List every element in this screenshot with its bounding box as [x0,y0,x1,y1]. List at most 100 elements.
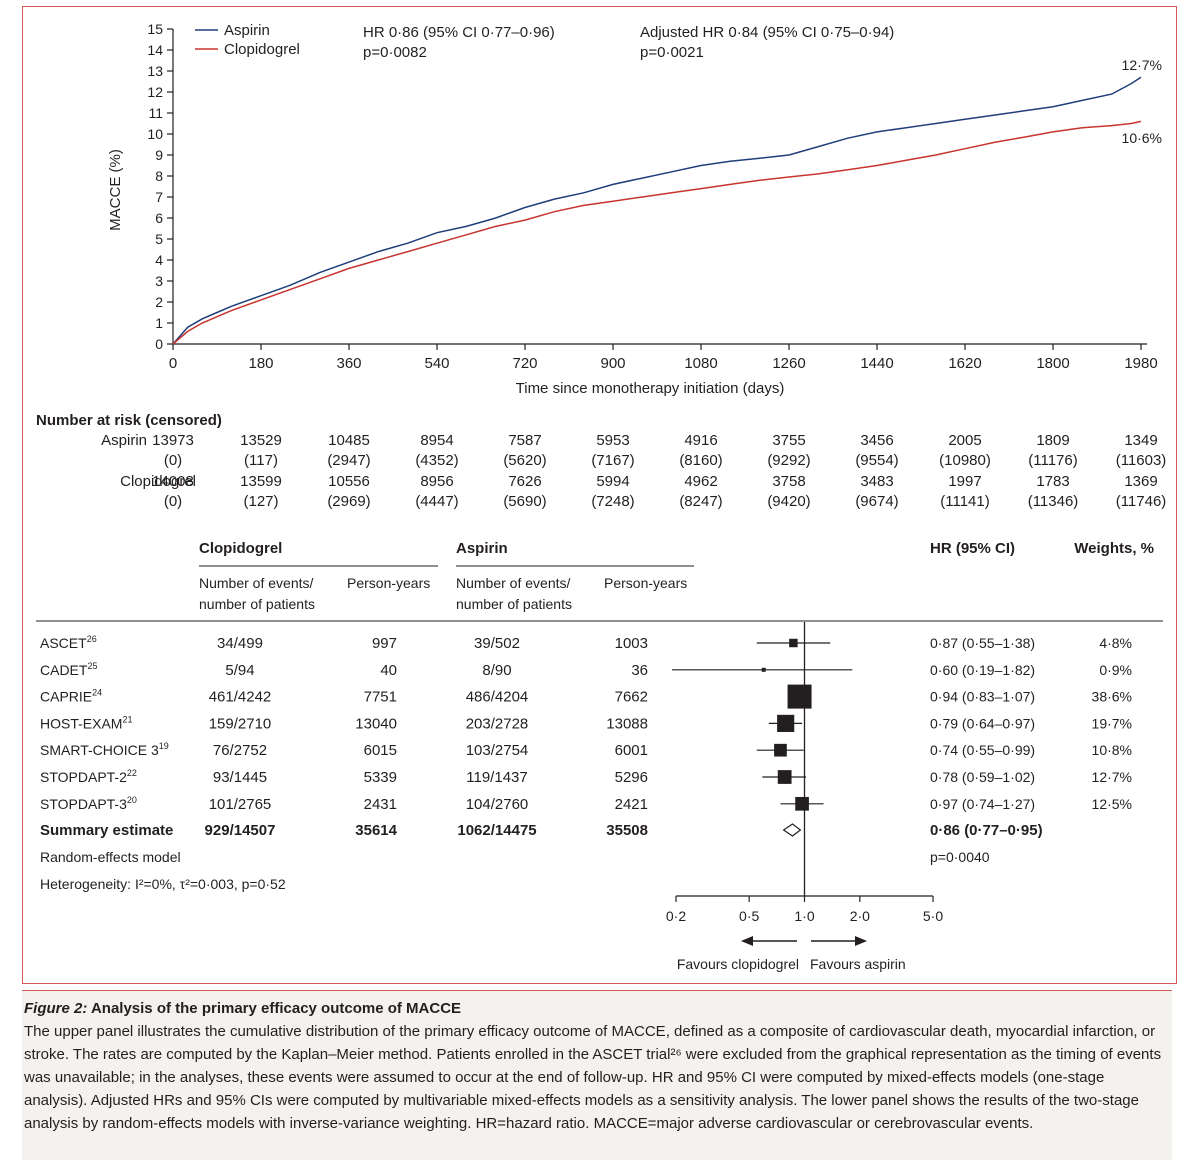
km-x-tick-label: 1980 [1124,355,1157,372]
study-asp-events: 104/2760 [466,796,529,813]
risk-count-aspirin: 1349 [1124,432,1157,449]
km-y-tick-label: 8 [155,168,163,184]
study-asp-events: 39/502 [474,635,520,652]
forest-header-clopidogrel: Clopidogrel [199,540,282,557]
km-y-tick-label: 1 [155,315,163,331]
study-clop-events: 159/2710 [209,715,272,732]
study-asp-events: 486/4204 [466,689,529,706]
risk-count-clopidogrel: 1997 [948,473,981,490]
study-ref: 22 [127,768,137,778]
risk-censored-clopidogrel: (2969) [327,493,370,510]
km-x-tick-label: 360 [336,355,361,372]
km-x-tick-label: 1080 [684,355,717,372]
risk-count-clopidogrel: 5994 [596,473,629,490]
km-y-tick-label: 14 [147,42,163,58]
hr-text: HR 0·86 (95% CI 0·77–0·96) [363,24,555,41]
risk-count-aspirin: 3755 [772,432,805,449]
study-clop-events: 101/2765 [209,796,272,813]
km-y-tick-label: 10 [147,126,163,142]
study-weight: 38·6% [1092,689,1132,705]
km-x-tick-label: 0 [169,355,177,372]
study-asp-events: 203/2728 [466,715,529,732]
risk-censored-clopidogrel: (11746) [1116,493,1167,510]
study-weight: 0·9% [1099,662,1132,678]
risk-count-aspirin: 2005 [948,432,981,449]
number-at-risk-table: Number at risk (censored) Aspirin Clopid… [36,412,1166,510]
study-clop-py: 5339 [364,769,397,786]
study-hr-text: 0·60 (0·19–1·82) [930,662,1035,678]
study-hr-text: 0·87 (0·55–1·38) [930,635,1035,651]
risk-count-aspirin: 1809 [1036,432,1069,449]
model-label: Random-effects model [40,849,181,865]
risk-count-clopidogrel: 7626 [508,473,541,490]
hr-p-text: p=0·0082 [363,44,427,61]
km-x-tick-label: 1260 [772,355,805,372]
favours-right-arrow-icon [855,936,867,946]
study-clop-events: 5/94 [225,662,254,679]
clop-py-header: Person-years [347,575,430,591]
adjusted-p-text: p=0·0021 [640,44,704,61]
caption-title-text: Analysis of the primary efficacy outcome… [87,1000,462,1017]
aspirin-end-label: 12·7% [1122,57,1162,73]
risk-count-clopidogrel: 4962 [684,473,717,490]
heterogeneity-label: Heterogeneity: I²=0%, τ²=0·003, p=0·52 [40,876,286,892]
risk-censored-aspirin: (5620) [503,452,546,469]
study-asp-events: 119/1437 [466,769,527,786]
study-asp-py: 7662 [615,689,648,706]
study-clop-events: 461/4242 [209,689,272,706]
km-y-tick-label: 7 [155,189,163,205]
risk-censored-clopidogrel: (8247) [679,493,722,510]
clopidogrel-end-label: 10·6% [1122,130,1162,146]
study-clop-py: 2431 [364,796,397,813]
study-clop-py: 997 [372,635,397,652]
study-hr-text: 0·97 (0·74–1·27) [930,796,1035,812]
caption-body: The upper panel illustrates the cumulati… [24,1023,1162,1132]
forest-x-tick-label: 1·0 [794,908,814,924]
study-weight: 10·8% [1092,742,1132,758]
study-clop-py: 6015 [364,742,397,759]
risk-count-clopidogrel: 8956 [420,473,453,490]
favours-clopidogrel-label: Favours clopidogrel [677,956,799,972]
risk-censored-aspirin: (4352) [415,452,458,469]
study-hr-text: 0·79 (0·64–0·97) [930,715,1035,731]
km-x-tick-label: 720 [512,355,537,372]
forest-header-aspirin: Aspirin [456,540,508,557]
risk-count-clopidogrel: 10556 [328,473,370,490]
study-asp-events: 8/90 [482,662,511,679]
forest-header-weights: Weights, % [1074,540,1154,557]
favours-aspirin-label: Favours aspirin [810,956,906,972]
study-clop-py: 13040 [355,715,397,732]
risk-censored-aspirin: (7167) [591,452,634,469]
caption-figure-label: Figure 2: [24,1000,88,1017]
risk-censored-aspirin: (0) [164,452,182,469]
summary-asp-events: 1062/14475 [457,822,536,839]
study-clop-events: 76/2752 [213,742,267,759]
km-y-tick-label: 5 [155,231,163,247]
study-name: STOPDAPT-222 [40,768,137,785]
study-hr-text: 0·78 (0·59–1·02) [930,769,1035,785]
forest-x-tick-label: 2·0 [850,908,870,924]
km-x-label: Time since monotherapy initiation (days) [516,380,785,397]
study-point-box [789,638,798,648]
km-y-tick-label: 4 [155,252,163,268]
study-point-box [761,667,766,672]
study-hr-text: 0·94 (0·83–1·07) [930,689,1035,705]
risk-count-clopidogrel: 13599 [240,473,282,490]
risk-count-clopidogrel: 1783 [1036,473,1069,490]
study-point-box [795,796,809,811]
study-name: HOST-EXAM21 [40,714,132,731]
study-clop-events: 93/1445 [213,769,267,786]
study-clop-events: 34/499 [217,635,263,652]
study-name: CAPRIE24 [40,688,102,705]
forest-x-tick-label: 5·0 [923,908,943,924]
summary-asp-py: 35508 [606,822,648,839]
risk-count-clopidogrel: 14008 [152,473,194,490]
km-x-tick-label: 900 [600,355,625,372]
legend-aspirin-label: Aspirin [224,22,270,39]
risk-censored-clopidogrel: (9420) [767,493,810,510]
km-y-tick-label: 15 [147,21,163,37]
risk-count-aspirin: 8954 [420,432,453,449]
study-name: CADET25 [40,661,97,678]
risk-count-clopidogrel: 3483 [860,473,893,490]
